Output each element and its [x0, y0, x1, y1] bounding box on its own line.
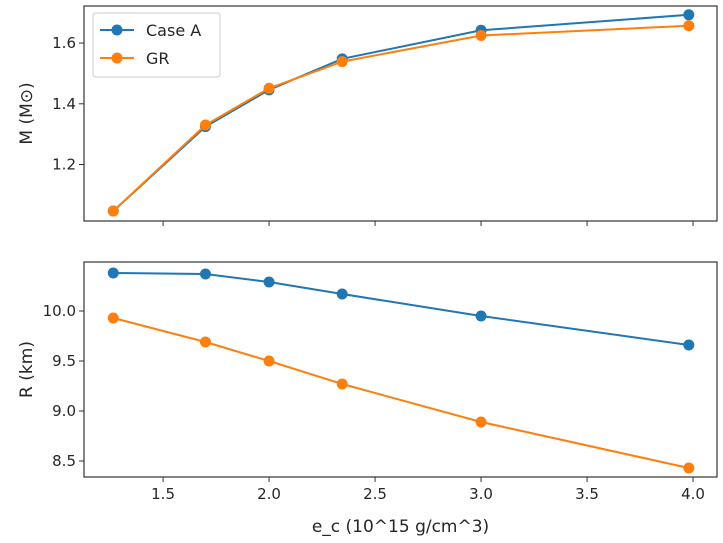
legend: Case A GR: [92, 12, 221, 78]
axes-radius: 8.5 9.0 9.5 10.0 1.5 2.0 2.5 3.0 3.5 4.0 R (km) e_c…: [17, 261, 718, 537]
y-tick-label: 1.2: [52, 156, 76, 174]
data-point: [336, 288, 348, 300]
x-axis-label: e_c (10^15 g/cm^3): [312, 517, 489, 537]
y-tick-label: 9.0: [52, 402, 76, 420]
legend-label: GR: [146, 49, 170, 68]
data-point: [199, 336, 211, 348]
series-gr: [107, 312, 695, 474]
x-tick-label: 3.5: [575, 485, 599, 503]
data-point: [199, 119, 211, 131]
data-point: [683, 20, 695, 32]
data-point: [475, 310, 487, 322]
data-point: [683, 339, 695, 351]
data-point: [107, 312, 119, 324]
series-case-a: [107, 267, 695, 351]
y-tick-label: 1.6: [52, 34, 76, 52]
data-point: [475, 416, 487, 428]
series-line: [113, 317, 690, 469]
data-point: [336, 378, 348, 390]
data-point: [263, 276, 275, 288]
legend-marker: [111, 52, 123, 64]
data-point: [263, 355, 275, 367]
y-tick-label: 1.4: [52, 95, 76, 113]
axes-mass: 1.2 1.4 1.6 M (M⊙) Case A GR: [17, 5, 718, 226]
data-point: [263, 82, 275, 94]
data-point: [107, 205, 119, 217]
axes-frame: [83, 261, 718, 478]
y-tick-label: 10.0: [43, 302, 76, 320]
data-point: [199, 268, 211, 280]
x-tick-label: 2.5: [363, 485, 387, 503]
series-line: [113, 272, 689, 346]
data-point: [683, 462, 695, 474]
data-point: [336, 56, 348, 68]
data-point: [683, 9, 695, 21]
x-tick-label: 3.0: [469, 485, 493, 503]
legend-marker: [111, 24, 123, 36]
series-gr: [107, 20, 695, 217]
x-tick-label: 4.0: [681, 485, 705, 503]
y-axis-label: M (M⊙): [17, 82, 37, 144]
y-axis-label: R (km): [17, 341, 37, 398]
x-tick-label: 2.0: [257, 485, 281, 503]
legend-label: Case A: [146, 21, 201, 40]
x-tick-label: 1.5: [151, 485, 175, 503]
y-tick-label: 8.5: [52, 452, 76, 470]
data-point: [475, 29, 487, 41]
series-line: [112, 24, 689, 212]
y-tick-label: 9.5: [52, 352, 76, 370]
axes-frame: [83, 5, 718, 222]
data-point: [107, 267, 119, 279]
